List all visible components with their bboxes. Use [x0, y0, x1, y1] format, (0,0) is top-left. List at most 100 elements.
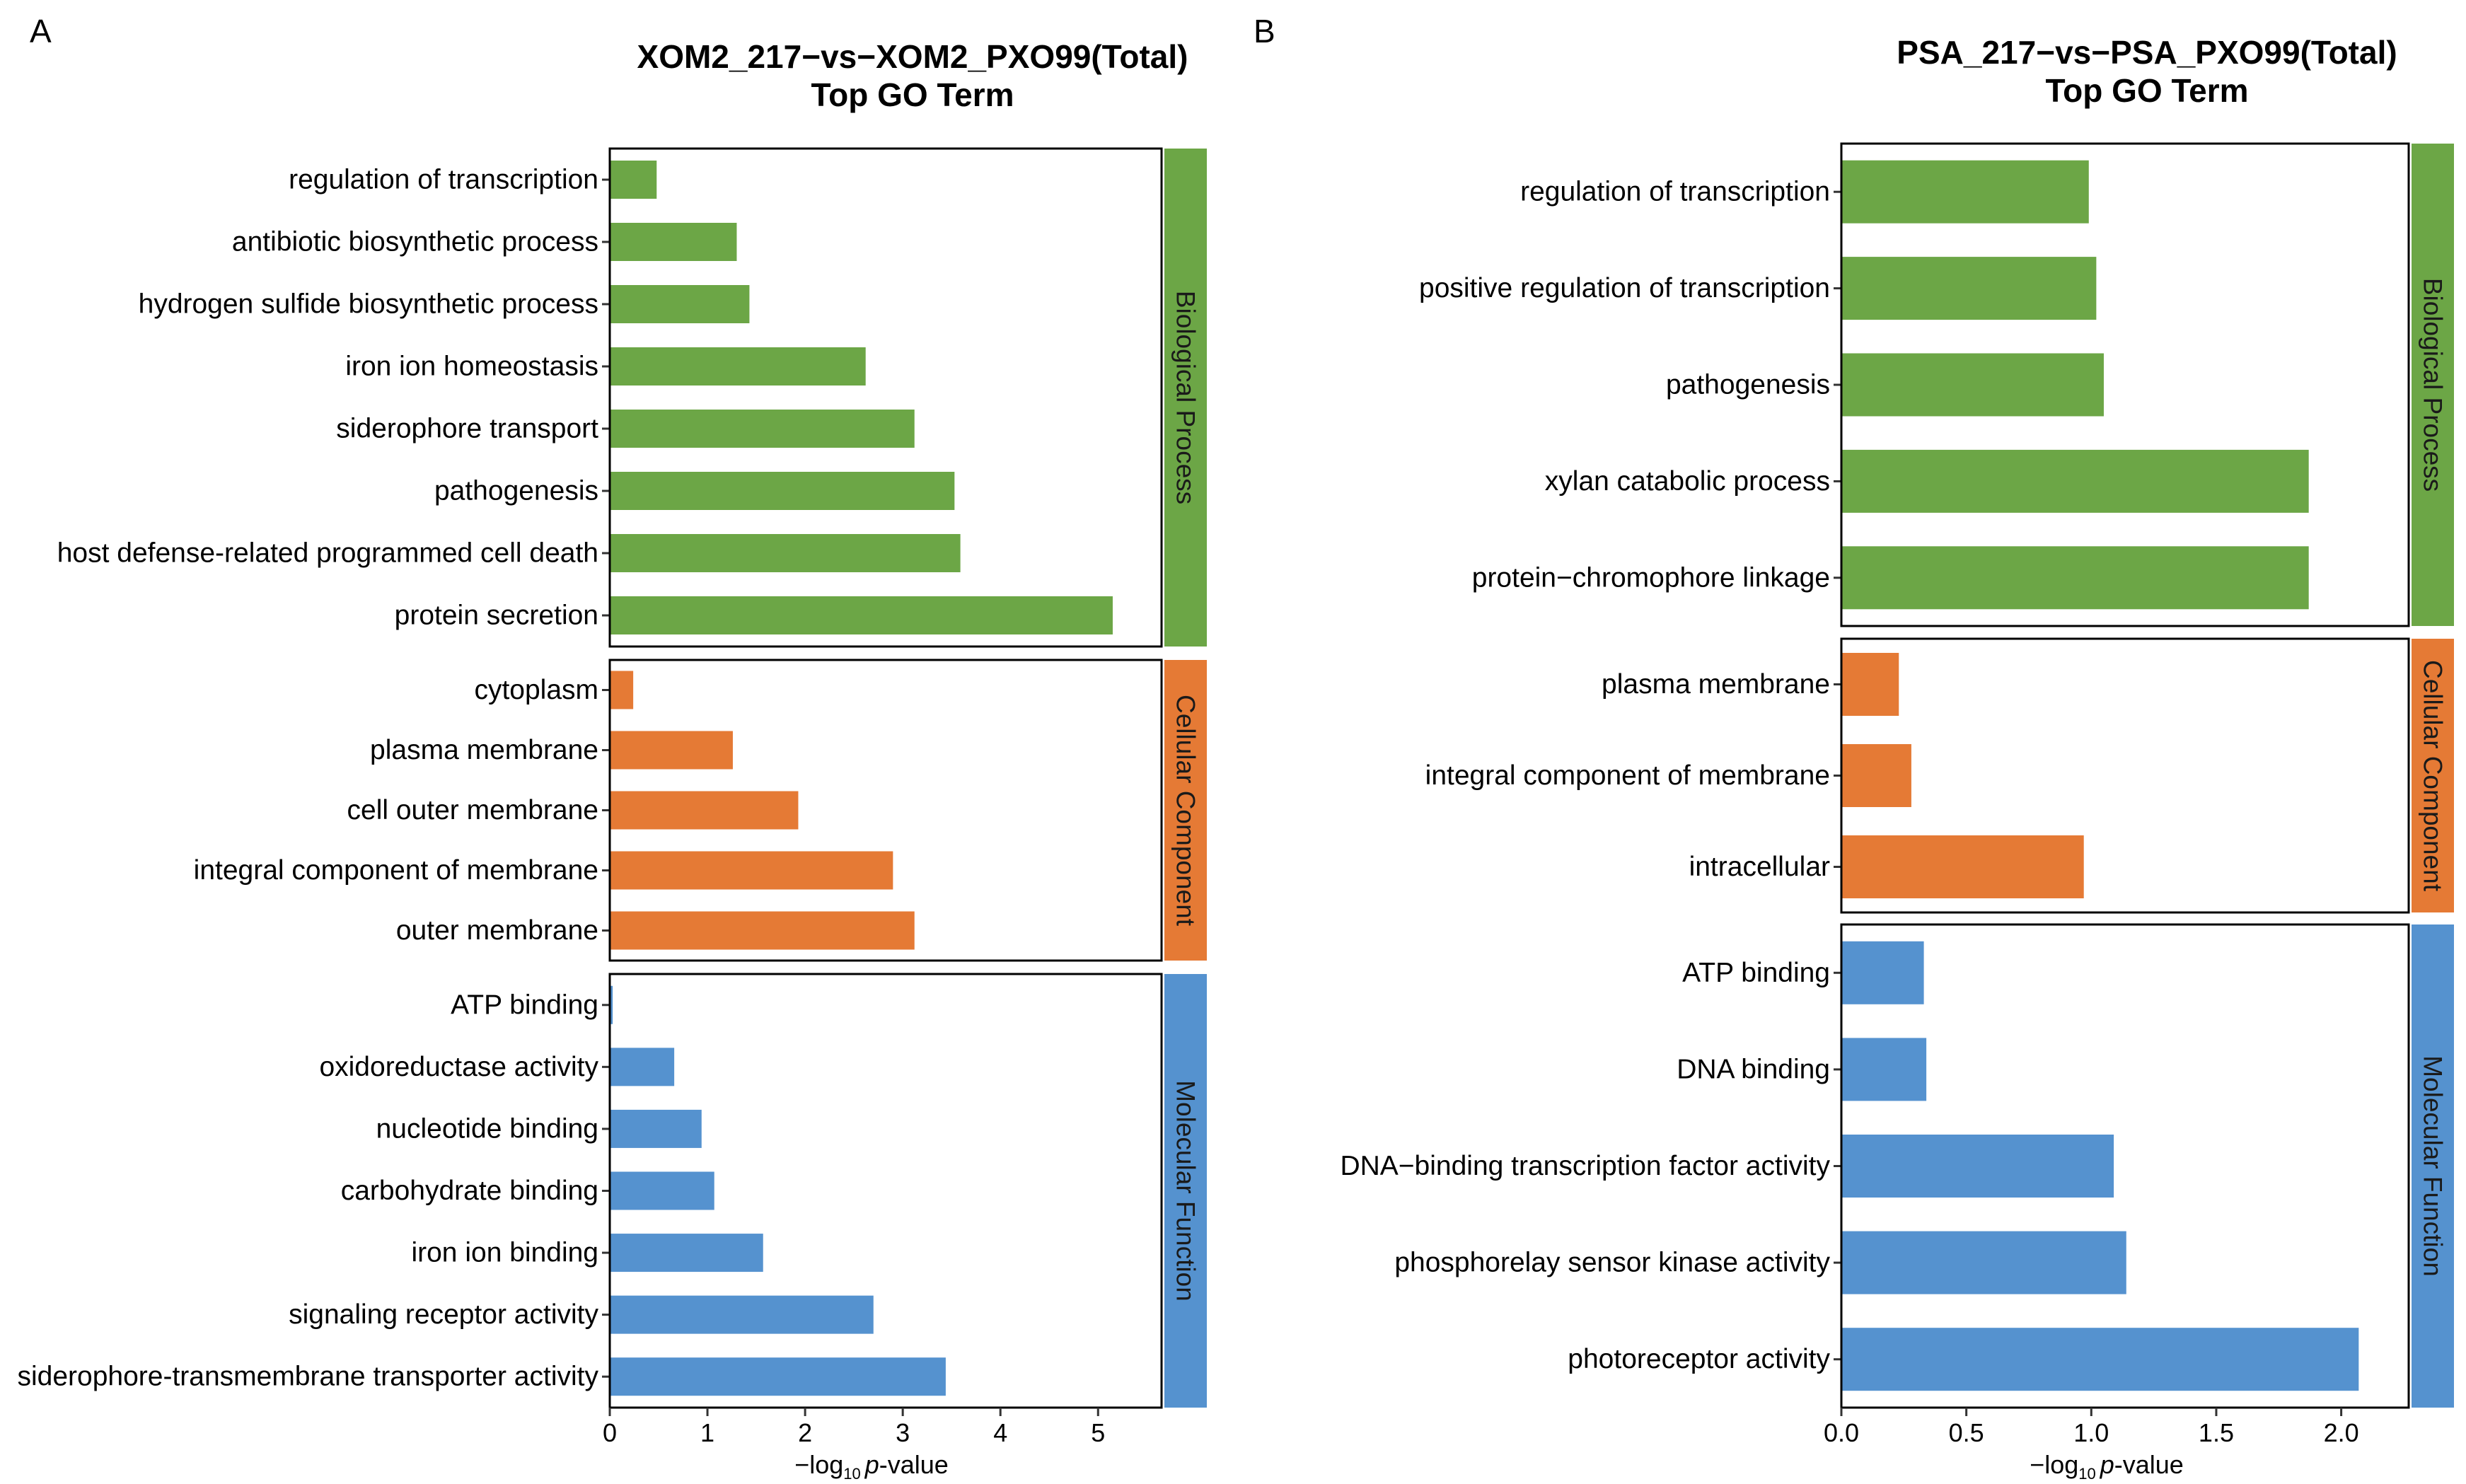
- panel-a-molecular-function-siderophore-transmembrane-transporter-activity-label: siderophore-transmembrane transporter ac…: [17, 1362, 598, 1392]
- panel-b-cellular-component-plasma-membrane-bar: [1841, 653, 1899, 716]
- panel-b-title: PSA_217−vs−PSA_PXO99(Total): [1897, 34, 2397, 71]
- panel-a-cellular-component-frame: [608, 659, 1163, 962]
- panel-b-biological-process-xylan-catabolic-process-label: xylan catabolic process: [1545, 466, 1830, 497]
- panel-b-cellular-component-intracellular-label: intracellular: [1689, 852, 1830, 882]
- panel-b-molecular-function-dna-binding-transcription-factor-activity-bar: [1841, 1135, 2114, 1198]
- panel-b-cellular-component-group: plasma membrane integral component of mem…: [1425, 637, 2454, 914]
- panel-b-biological-process-positive-regulation-of-transcription-bar: [1841, 257, 2097, 320]
- panel-b-cellular-component-strip: [2412, 639, 2454, 912]
- panel-b-biological-process-pathogenesis-bar: [1841, 353, 2104, 417]
- panel-a-molecular-function-signaling-receptor-activity-bar: [610, 1295, 874, 1334]
- panel-b-x-tick-label-1: 0.5: [1949, 1418, 1984, 1447]
- panel-a-biological-process-hydrogen-sulfide-biosynthetic-process-bar: [610, 285, 750, 323]
- panel-a-molecular-function-carbohydrate-binding-bar: [610, 1171, 714, 1210]
- panel-b-cellular-component-plasma-membrane-label: plasma membrane: [1602, 669, 1830, 700]
- panel-a-cellular-component-plasma-membrane-label: plasma membrane: [370, 735, 598, 765]
- panel-a-biological-process-regulation-of-transcription-bar: [610, 161, 657, 199]
- panel-a-subtitle: Top GO Term: [811, 76, 1014, 113]
- panel-b-molecular-function-atp-binding-bar: [1841, 941, 1924, 1004]
- panel-a-molecular-function-carbohydrate-binding-label: carbohydrate binding: [341, 1176, 598, 1206]
- panel-b-subtitle: Top GO Term: [2045, 72, 2248, 109]
- panel-a-cellular-component-cell-outer-membrane-label: cell outer membrane: [347, 795, 599, 825]
- panel-a-molecular-function-strip-label: Molecular Function: [1171, 1080, 1200, 1302]
- panel-a-molecular-function-frame: [608, 973, 1163, 1409]
- panel-a-molecular-function-siderophore-transmembrane-transporter-activity-bar: [610, 1357, 946, 1396]
- panel-a-cellular-component-plasma-membrane-bar: [610, 731, 733, 770]
- panel-a-x-tick-label-4: 4: [993, 1418, 1007, 1447]
- panel-b-biological-process-strip: [2412, 144, 2454, 626]
- panel-b-molecular-function-phosphorelay-sensor-kinase-activity-bar: [1841, 1231, 2126, 1294]
- panel-a-cellular-component-group: cytoplasm plasma membrane cell outer membr…: [194, 659, 1207, 962]
- panel-b-x-tick-label-0: 0.0: [1824, 1418, 1859, 1447]
- panel-b-biological-process-pathogenesis-label: pathogenesis: [1666, 370, 1830, 400]
- panel-b-molecular-function-photoreceptor-activity-bar: [1841, 1328, 2359, 1391]
- panel-letter-b: B: [1254, 13, 1275, 50]
- panel-a-biological-process-host-defense-related-programmed-cell-death-bar: [610, 534, 961, 572]
- panel-a-x-axis-label: −log10 p-value: [794, 1450, 949, 1483]
- panel-b-biological-process-regulation-of-transcription-bar: [1841, 160, 2089, 224]
- panel-a-biological-process-iron-ion-homeostasis-bar: [610, 347, 866, 386]
- panel-a-biological-process-siderophore-transport-bar: [610, 410, 915, 448]
- panel-b-biological-process-frame: [1840, 142, 2410, 627]
- panel-a-biological-process-regulation-of-transcription-label: regulation of transcription: [289, 165, 598, 195]
- panel-a-molecular-function-strip: [1164, 974, 1207, 1408]
- panel-b-x-tick-label-3: 1.5: [2199, 1418, 2234, 1447]
- panel-a-molecular-function-atp-binding-bar: [610, 985, 613, 1024]
- panel-a-cellular-component-outer-membrane-bar: [610, 911, 915, 950]
- panel-a-cellular-component-integral-component-of-membrane-label: integral component of membrane: [194, 855, 598, 886]
- panel-a-biological-process-host-defense-related-programmed-cell-death-label: host defense-related programmed cell dea…: [57, 538, 598, 569]
- panel-a-biological-process-antibiotic-biosynthetic-process-label: antibiotic biosynthetic process: [232, 227, 598, 257]
- panel-a-molecular-function-signaling-receptor-activity-label: signaling receptor activity: [289, 1299, 598, 1330]
- panel-b-x-axis: 0.0 0.5 1.0 1.5 2.0: [1824, 1408, 2359, 1447]
- panel-b-cellular-component-integral-component-of-membrane-label: integral component of membrane: [1425, 760, 1830, 791]
- panel-a-molecular-function-nucleotide-binding-label: nucleotide binding: [376, 1113, 598, 1144]
- panel-b: B PSA_217−vs−PSA_PXO99(Total) Top GO Ter…: [1254, 13, 2454, 1483]
- panel-a-molecular-function-oxidoreductase-activity-label: oxidoreductase activity: [319, 1052, 598, 1082]
- panel-b-molecular-function-group: ATP binding DNA binding DNA−binding transc…: [1340, 923, 2454, 1409]
- panel-b-x-tick-label-4: 2.0: [2324, 1418, 2359, 1447]
- panel-a-molecular-function-oxidoreductase-activity-bar: [610, 1048, 675, 1086]
- panel-b-cellular-component-strip-label: Cellular Component: [2419, 660, 2448, 892]
- panel-b-biological-process-protein-chromophore-linkage-label: protein−chromophore linkage: [1472, 562, 1830, 593]
- panel-a-biological-process-iron-ion-homeostasis-label: iron ion homeostasis: [345, 352, 598, 382]
- panel-a-title: XOM2_217−vs−XOM2_PXO99(Total): [637, 38, 1188, 75]
- panel-a-molecular-function-nucleotide-binding-bar: [610, 1109, 702, 1148]
- panel-a-biological-process-hydrogen-sulfide-biosynthetic-process-label: hydrogen sulfide biosynthetic process: [139, 289, 598, 320]
- panel-b-molecular-function-phosphorelay-sensor-kinase-activity-label: phosphorelay sensor kinase activity: [1394, 1248, 1830, 1278]
- panel-a-cellular-component-outer-membrane-label: outer membrane: [396, 915, 598, 946]
- panel-a-biological-process-pathogenesis-bar: [610, 472, 955, 510]
- panel-b-biological-process-positive-regulation-of-transcription-label: positive regulation of transcription: [1419, 273, 1830, 303]
- panel-a-plot: regulation of transcription antibiotic bi…: [17, 147, 1207, 1447]
- panel-a: A XOM2_217−vs−XOM2_PXO99(Total) Top GO T…: [17, 13, 1207, 1483]
- panel-a-biological-process-pathogenesis-label: pathogenesis: [434, 476, 598, 506]
- panel-b-biological-process-protein-chromophore-linkage-bar: [1841, 546, 2309, 610]
- panel-a-x-tick-label-0: 0: [603, 1418, 617, 1447]
- panel-a-cellular-component-strip-label: Cellular Component: [1171, 695, 1200, 927]
- panel-b-molecular-function-strip: [2412, 924, 2454, 1408]
- panel-a-x-tick-label-3: 3: [896, 1418, 910, 1447]
- panel-a-molecular-function-iron-ion-binding-label: iron ion binding: [411, 1238, 598, 1268]
- panel-b-plot: regulation of transcription positive regu…: [1340, 142, 2454, 1447]
- panel-b-biological-process-strip-label: Biological Process: [2419, 278, 2448, 492]
- panel-a-biological-process-group: regulation of transcription antibiotic bi…: [57, 147, 1207, 648]
- panel-a-biological-process-protein-secretion-bar: [610, 596, 1113, 634]
- panel-b-biological-process-group: regulation of transcription positive regu…: [1419, 142, 2454, 627]
- panel-b-biological-process-regulation-of-transcription-label: regulation of transcription: [1520, 177, 1830, 207]
- panel-b-cellular-component-frame: [1840, 637, 2410, 914]
- panel-b-x-axis-label: −log10 p-value: [2030, 1450, 2184, 1483]
- panel-a-biological-process-siderophore-transport-label: siderophore transport: [336, 414, 598, 444]
- panel-b-molecular-function-frame: [1840, 923, 2410, 1409]
- panel-b-cellular-component-intracellular-bar: [1841, 835, 2084, 898]
- panel-a-biological-process-protein-secretion-label: protein secretion: [395, 601, 598, 631]
- panel-a-cellular-component-cytoplasm-label: cytoplasm: [474, 675, 598, 705]
- panel-b-molecular-function-dna-binding-transcription-factor-activity-label: DNA−binding transcription factor activit…: [1340, 1151, 1830, 1181]
- panel-a-molecular-function-iron-ion-binding-bar: [610, 1234, 763, 1273]
- panel-a-cellular-component-strip: [1164, 660, 1207, 961]
- panel-a-x-tick-label-2: 2: [798, 1418, 812, 1447]
- panel-b-molecular-function-dna-binding-bar: [1841, 1038, 1927, 1101]
- panel-b-biological-process-xylan-catabolic-process-bar: [1841, 449, 2309, 513]
- panel-b-molecular-function-atp-binding-label: ATP binding: [1682, 958, 1830, 988]
- panel-b-molecular-function-strip-label: Molecular Function: [2419, 1055, 2448, 1277]
- panel-b-cellular-component-integral-component-of-membrane-bar: [1841, 744, 1911, 807]
